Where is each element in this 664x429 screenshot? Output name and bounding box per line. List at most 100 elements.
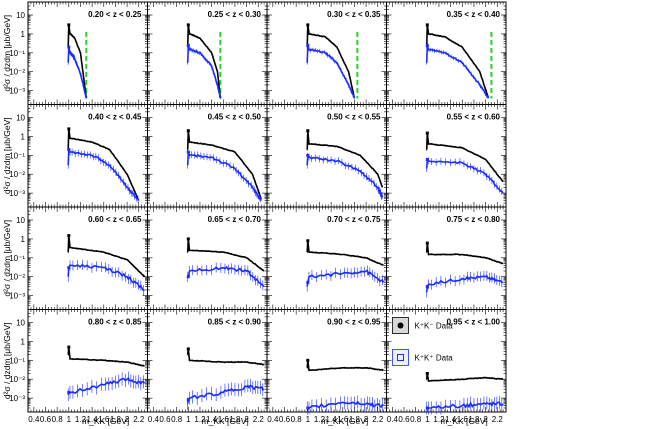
panel-6: 0.45 < z < 0.50	[147, 104, 268, 208]
x-tick-label: 1.4	[87, 415, 99, 424]
y-tick-label: 1	[21, 235, 26, 244]
series-kpkp-line	[186, 151, 262, 201]
series-kpkp-line	[67, 376, 146, 395]
panel-9: 10⁻³ 10⁻² 10⁻¹ 1 10 0.60 < z < 0.65	[9, 206, 148, 310]
series-kpkp-line	[306, 152, 384, 200]
data-marker	[67, 45, 71, 49]
legend-swatch	[392, 349, 409, 366]
x-tick-label: 0.8	[52, 415, 64, 424]
panel-2: 0.25 < z < 0.30	[147, 1, 268, 105]
legend-marker-square	[397, 354, 404, 361]
data-marker	[425, 372, 429, 376]
x-tick-label: 1	[67, 415, 72, 424]
series-kpkp-line	[425, 157, 504, 194]
x-axis-label: m_KK [GeV]	[321, 416, 368, 426]
data-marker	[186, 23, 190, 27]
x-tick-label: 1	[425, 415, 430, 424]
data-marker	[425, 158, 429, 162]
x-tick-label: 2	[125, 415, 130, 424]
data-marker	[67, 23, 71, 27]
y-axis-label: d²σ / dzdm [μb/GeV]	[2, 220, 12, 297]
series-kpkp-line	[67, 263, 145, 291]
y-tick-label: 10	[16, 319, 25, 328]
series-kpkp-line	[186, 384, 265, 404]
y-tick-label: 1	[21, 30, 26, 39]
data-marker	[306, 43, 310, 47]
y-tick-label: 10⁻¹	[9, 151, 25, 160]
data-marker	[67, 345, 71, 349]
x-tick-label: 2	[244, 415, 249, 424]
x-tick-label: 2	[364, 415, 369, 424]
panel-12: 0.75 < z < 0.80	[386, 206, 507, 310]
data-marker	[67, 390, 71, 394]
x-tick-label: 1.4	[445, 415, 457, 424]
y-tick-label: 10⁻³	[9, 394, 25, 403]
x-tick-label: 0.4	[267, 415, 279, 424]
z-bin-label: 0.70 < z < 0.75	[327, 215, 381, 224]
x-tick-label: 1.4	[326, 415, 338, 424]
y-tick-label: 10	[16, 114, 25, 123]
data-marker	[306, 239, 310, 243]
y-tick-label: 10⁻¹	[9, 356, 25, 365]
x-tick-label: 2.2	[133, 415, 145, 424]
series-kpkm-line	[306, 360, 384, 371]
series-kpkm-line	[306, 240, 384, 267]
series-kpkm-line	[186, 348, 265, 366]
y-axis-label: d²σ / dzdm [μb/GeV]	[2, 117, 12, 194]
data-marker	[306, 153, 310, 157]
x-tick-label: 2.2	[253, 415, 265, 424]
data-marker	[186, 129, 190, 133]
x-tick-label: 1.6	[337, 415, 349, 424]
x-tick-label: 1.2	[75, 415, 87, 424]
z-bin-label: 0.75 < z < 0.80	[447, 215, 501, 224]
data-marker	[186, 150, 190, 154]
y-axis-label: d²σ / dzdm [μb/GeV]	[2, 322, 12, 399]
x-tick-label: 1.6	[218, 415, 230, 424]
y-axis-label: d²σ / dzdm [μb/GeV]	[2, 15, 12, 92]
data-marker	[306, 23, 310, 27]
panel-7: 0.50 < z < 0.55	[266, 104, 387, 208]
z-bin-label: 0.45 < z < 0.50	[208, 113, 262, 122]
series-kpkm-line	[186, 130, 262, 200]
y-tick-label: 10	[16, 216, 25, 225]
y-tick-label: 10⁻¹	[9, 254, 25, 263]
x-tick-label: 0.4	[387, 415, 399, 424]
z-bin-label: 0.95 < z < 1.00	[447, 318, 501, 327]
y-tick-label: 10⁻²	[9, 68, 25, 77]
x-tick-label: 1.8	[229, 415, 241, 424]
series-kpkp-line	[186, 45, 222, 99]
y-tick-label: 1	[21, 132, 26, 141]
x-tick-label: 1.8	[110, 415, 122, 424]
data-marker	[186, 43, 190, 47]
x-axis-label: m_KK [GeV]	[82, 416, 129, 426]
x-tick-label: 1.4	[206, 415, 218, 424]
y-tick-label: 10⁻³	[9, 87, 25, 96]
z-bin-label: 0.80 < z < 0.85	[88, 318, 142, 327]
y-tick-label: 10⁻¹	[9, 49, 25, 58]
data-marker	[425, 23, 429, 27]
panel-3: 0.30 < z < 0.35	[266, 1, 387, 105]
x-tick-label: 1.6	[98, 415, 110, 424]
z-bin-label: 0.35 < z < 0.40	[447, 10, 501, 19]
series-kpkp-line	[307, 400, 385, 409]
data-marker	[186, 275, 190, 279]
x-tick-label: 0.6	[40, 415, 52, 424]
series-kpkm-line	[186, 238, 265, 272]
series-kpkm-line	[425, 373, 504, 382]
z-bin-label: 0.40 < z < 0.45	[88, 113, 142, 122]
data-marker	[306, 129, 310, 133]
x-tick-label: 0.6	[279, 415, 291, 424]
x-tick-label: 0.4	[28, 415, 40, 424]
legend-label: K⁺K⁻ Data	[415, 322, 454, 331]
z-bin-label: 0.85 < z < 0.90	[208, 318, 262, 327]
panel-15: 0.4 0.6 0.8 1 1.2 1.4 1.6 1.8 2 2.2 0.90 < z < 0.9…	[266, 309, 387, 424]
x-tick-label: 1.6	[457, 415, 469, 424]
y-tick-label: 1	[21, 337, 26, 346]
z-bin-label: 0.65 < z < 0.70	[208, 215, 262, 224]
data-marker	[425, 285, 429, 289]
data-marker	[186, 347, 190, 351]
series-kpkm-line	[425, 243, 504, 265]
series-kpkm-line	[425, 133, 504, 183]
data-marker	[186, 237, 190, 241]
